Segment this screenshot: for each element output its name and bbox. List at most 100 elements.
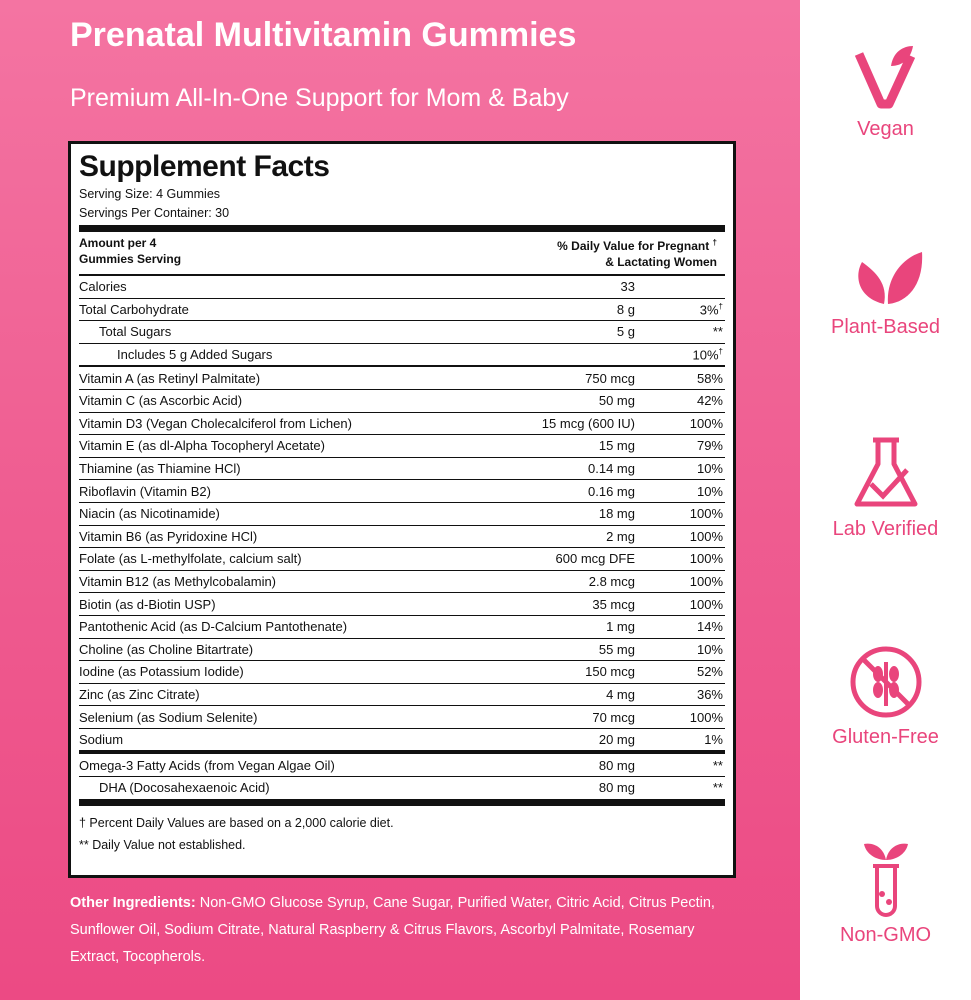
- column-left: Amount per 4 Gummies Serving: [79, 235, 181, 270]
- daily-value: 1%: [635, 732, 725, 747]
- nutrient-name: Zinc (as Zinc Citrate): [79, 686, 200, 702]
- amount: 50 mg: [598, 393, 635, 409]
- footnote: † Percent Daily Values are based on a 2,…: [79, 815, 394, 830]
- daily-value: 100%: [635, 710, 725, 725]
- daily-value: 58%: [635, 371, 725, 386]
- daily-value: 10%: [635, 484, 725, 499]
- facts-row: Iodine (as Potassium Iodide) 150 mcg 52%: [79, 661, 725, 684]
- nutrient-name: Vitamin E (as dl-Alpha Tocopheryl Acetat…: [79, 438, 325, 454]
- title: Prenatal Multivitamin Gummies: [70, 16, 577, 54]
- amount: 18 mg: [598, 506, 635, 522]
- daily-value-text: 10%: [692, 347, 719, 363]
- amount: 15 mg: [598, 438, 635, 454]
- column-right-text: % Daily Value for Pregnant: [557, 239, 710, 253]
- facts-row: Vitamin B12 (as Methylcobalamin) 2.8 mcg 1…: [79, 571, 725, 594]
- nutrient-name: Total Sugars: [99, 324, 172, 340]
- daily-value: 100%: [635, 551, 725, 566]
- vegan-icon: [854, 46, 915, 109]
- daily-value: 100%: [635, 574, 725, 589]
- nutrient-name: Total Carbohydrate: [79, 301, 189, 317]
- daily-value: 100%: [635, 597, 725, 612]
- test-tube-icon: [863, 843, 908, 917]
- amount: 35 mcg: [592, 596, 635, 612]
- facts-row: Total Carbohydrate 8 g 3%†: [79, 299, 725, 322]
- daily-value: **: [635, 758, 725, 773]
- facts-row: Biotin (as d-Biotin USP) 35 mcg 100%: [79, 593, 725, 616]
- daily-value: 100%: [635, 529, 725, 544]
- badge-label: Vegan: [857, 118, 914, 140]
- daily-value-text: 36%: [696, 686, 723, 702]
- facts-rows: Calories 33 Total Carbohydrate 8 g 3%† Total …: [79, 276, 725, 806]
- daily-value-text: **: [712, 757, 723, 773]
- daily-value-text: 79%: [696, 438, 723, 454]
- daily-value-text: 100%: [689, 528, 723, 544]
- daily-value-text: 100%: [689, 506, 723, 522]
- nutrient-name: Vitamin B12 (as Methylcobalamin): [79, 574, 277, 590]
- amount: 55 mg: [598, 641, 635, 657]
- daily-value: 79%: [635, 438, 725, 453]
- dagger: †: [712, 238, 717, 247]
- amount: 20 mg: [598, 732, 635, 748]
- facts-row: Pantothenic Acid (as D-Calcium Pantothen…: [79, 616, 725, 639]
- facts-row: Niacin (as Nicotinamide) 18 mg 100%: [79, 503, 725, 526]
- facts-row: DHA (Docosahexaenoic Acid) 80 mg **: [79, 777, 725, 806]
- facts-heading: Supplement Facts: [79, 150, 330, 183]
- nutrient-name: Choline (as Choline Bitartrate): [79, 641, 254, 657]
- daily-value: **: [635, 324, 725, 339]
- badge-label: Gluten-Free: [832, 726, 939, 748]
- daily-value-text: 10%: [696, 483, 723, 499]
- amount: 4 mg: [606, 686, 635, 702]
- footnote: ** Daily Value not established.: [79, 837, 246, 852]
- daily-value: 10%: [635, 461, 725, 476]
- amount: 600 mcg DFE: [555, 551, 635, 567]
- daily-value-text: 58%: [696, 370, 723, 386]
- facts-row: Vitamin A (as Retinyl Palmitate) 750 mcg 5…: [79, 367, 725, 390]
- nutrient-name: Vitamin B6 (as Pyridoxine HCl): [79, 528, 258, 544]
- daily-value-text: 14%: [696, 619, 723, 635]
- badge-label: Non-GMO: [839, 924, 932, 946]
- dagger: †: [718, 346, 723, 356]
- amount: 2.8 mcg: [588, 574, 635, 590]
- badge: Plant-Based: [800, 248, 971, 339]
- column-left-line: Amount per 4: [79, 236, 157, 250]
- daily-value: 100%: [635, 416, 725, 431]
- amount: 33: [620, 279, 635, 295]
- daily-value-text: 1%: [704, 732, 723, 748]
- facts-row: Thiamine (as Thiamine HCl) 0.14 mg 10%: [79, 458, 725, 481]
- daily-value: 52%: [635, 664, 725, 679]
- daily-value-text: 52%: [696, 664, 723, 680]
- facts-row: Folate (as L-methylfolate, calcium salt)…: [79, 548, 725, 571]
- nutrient-name: Pantothenic Acid (as D-Calcium Pantothen…: [79, 619, 348, 635]
- daily-value: 10%†: [635, 347, 725, 362]
- facts-row: Omega-3 Fatty Acids (from Vegan Algae Oi…: [79, 754, 725, 778]
- facts-row: Vitamin D3 (Vegan Cholecalciferol from L…: [79, 413, 725, 436]
- facts-row: Vitamin E (as dl-Alpha Tocopheryl Acetat…: [79, 435, 725, 458]
- facts-row: Includes 5 g Added Sugars 10%†: [79, 344, 725, 368]
- supplement-facts: Supplement Facts Serving Size: 4 Gummies…: [68, 141, 736, 878]
- nutrient-name: Thiamine (as Thiamine HCl): [79, 461, 241, 477]
- amount: 2 mg: [606, 528, 635, 544]
- daily-value: 36%: [635, 687, 725, 702]
- nutrient-name: Folate (as L-methylfolate, calcium salt): [79, 551, 302, 567]
- daily-value: 10%: [635, 642, 725, 657]
- facts-row: Calories 33: [79, 276, 725, 299]
- daily-value: 42%: [635, 393, 725, 408]
- nutrient-name: Vitamin C (as Ascorbic Acid): [79, 393, 243, 409]
- column-right: % Daily Value for Pregnant † & Lactating…: [557, 235, 725, 270]
- servings-per-container: Servings Per Container: 30: [79, 206, 230, 220]
- daily-value-text: **: [712, 780, 723, 796]
- nutrient-name: Omega-3 Fatty Acids (from Vegan Algae Oi…: [79, 757, 335, 773]
- other-ingredients-label: Other Ingredients:: [70, 895, 196, 911]
- badge-label: Lab Verified: [832, 518, 939, 540]
- daily-value-text: 10%: [696, 461, 723, 477]
- amount: 70 mcg: [592, 709, 635, 725]
- daily-value-text: 100%: [689, 574, 723, 590]
- flask-icon: [854, 437, 917, 507]
- other-ingredients: Other Ingredients: Non-GMO Glucose Syrup…: [70, 890, 730, 971]
- daily-value: 3%†: [635, 302, 725, 317]
- facts-row: Vitamin B6 (as Pyridoxine HCl) 2 mg 100%: [79, 526, 725, 549]
- badge-label: Plant-Based: [831, 316, 940, 338]
- nutrient-name: Riboflavin (Vitamin B2): [79, 483, 211, 499]
- facts-row: Total Sugars 5 g **: [79, 321, 725, 344]
